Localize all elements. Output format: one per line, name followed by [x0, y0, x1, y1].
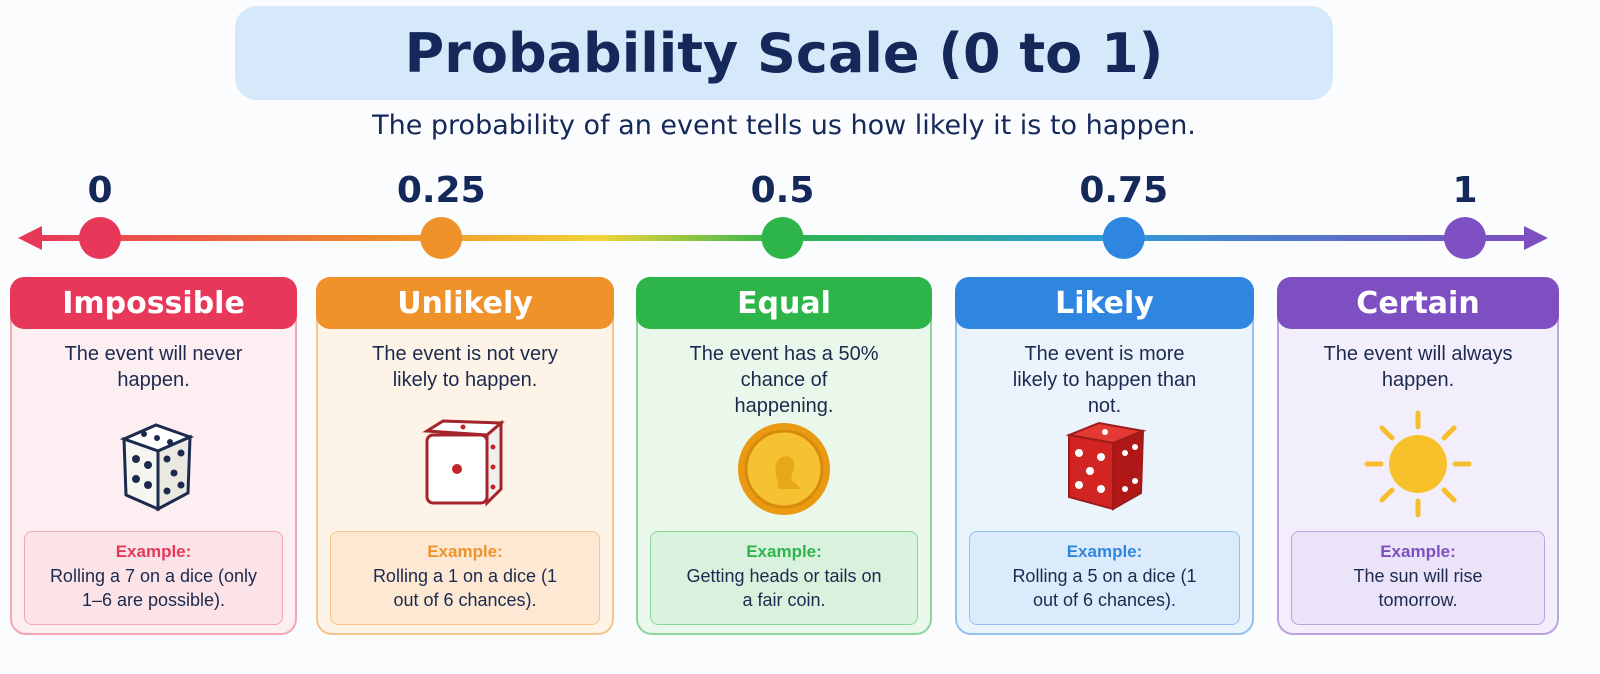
- dice-icon: [1064, 421, 1147, 511]
- coin-icon: [738, 423, 830, 515]
- example-label: Example:: [746, 542, 822, 561]
- scale-point: [1444, 217, 1486, 259]
- example-text: Rolling a 1 on a dice (1 out of 6 chance…: [372, 566, 558, 610]
- example-text: Getting heads or tails on a fair coin.: [686, 566, 882, 610]
- dice-icon: [422, 419, 505, 507]
- card-description: The event is more likely to happen than …: [1012, 343, 1197, 417]
- card-description: The event will always happen.: [1323, 343, 1513, 391]
- card-title: Equal: [636, 277, 932, 329]
- card: Equal The event has a 50% chance of happ…: [636, 277, 932, 635]
- number-line: 0 0.25 0.5 0.75 1: [18, 170, 1548, 259]
- card: Likely The event is more likely to happe…: [955, 277, 1254, 635]
- scale-label: 1: [1452, 170, 1477, 211]
- sun-icon: [1364, 410, 1472, 518]
- example-label: Example:: [115, 542, 192, 561]
- card-title: Certain: [1277, 277, 1559, 329]
- arrow-left: [18, 226, 42, 250]
- scale-point: [79, 217, 121, 259]
- scale-point: [1102, 217, 1145, 259]
- card-description: The event will never happen.: [64, 343, 243, 391]
- card-title: Unlikely: [316, 277, 614, 329]
- title: Probability Scale (0 to 1): [404, 21, 1164, 85]
- dice-icon: [119, 423, 194, 512]
- card-description: The event is not very likely to happen.: [372, 343, 558, 391]
- card-title: Likely: [955, 277, 1254, 329]
- scale-label: 0.25: [397, 170, 486, 211]
- title-box: Probability Scale (0 to 1): [235, 6, 1333, 100]
- card: Impossible The event will never happen. …: [10, 277, 297, 635]
- example-label: Example:: [1066, 542, 1143, 561]
- scale-point: [761, 217, 804, 259]
- example-label: Example:: [1380, 542, 1456, 561]
- card-description: The event has a 50% chance of happening.: [689, 343, 879, 417]
- card: Certain The event will always happen. Ex…: [1277, 277, 1559, 635]
- arrow-right: [1524, 226, 1548, 250]
- scale-label: 0: [87, 170, 112, 211]
- example-label: Example:: [427, 542, 503, 561]
- example-text: Rolling a 7 on a dice (only 1–6 are poss…: [49, 566, 258, 610]
- scale-label: 0.75: [1079, 170, 1168, 211]
- subtitle: The probability of an event tells us how…: [372, 110, 1196, 141]
- scale-point: [420, 217, 463, 259]
- card-title: Impossible: [10, 277, 297, 329]
- example-text: Rolling a 5 on a dice (1 out of 6 chance…: [1012, 566, 1197, 610]
- scale-label: 0.5: [751, 170, 815, 211]
- card: Unlikely The event is not very likely to…: [316, 277, 614, 635]
- example-text: The sun will rise tomorrow.: [1353, 566, 1483, 610]
